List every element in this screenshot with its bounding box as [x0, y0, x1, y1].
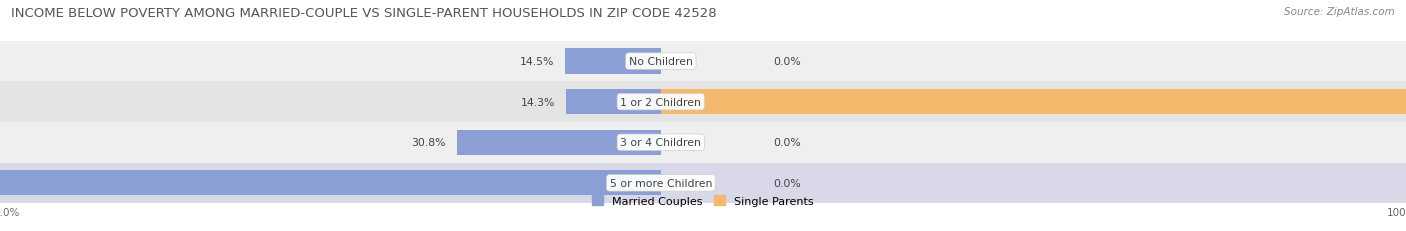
- Bar: [0, 163, 1406, 203]
- Legend: Married Couples, Single Parents: Married Couples, Single Parents: [592, 195, 814, 206]
- Bar: [457, 130, 661, 155]
- Bar: [661, 90, 1406, 115]
- Text: 3 or 4 Children: 3 or 4 Children: [620, 138, 702, 148]
- Text: Source: ZipAtlas.com: Source: ZipAtlas.com: [1284, 7, 1395, 17]
- Text: 5 or more Children: 5 or more Children: [610, 178, 711, 188]
- Bar: [0, 170, 661, 196]
- Bar: [0, 82, 1406, 122]
- Bar: [0, 42, 1406, 82]
- Text: 0.0%: 0.0%: [773, 138, 801, 148]
- Bar: [0, 122, 1406, 163]
- Text: 0.0%: 0.0%: [773, 178, 801, 188]
- Text: 1 or 2 Children: 1 or 2 Children: [620, 97, 702, 107]
- Text: INCOME BELOW POVERTY AMONG MARRIED-COUPLE VS SINGLE-PARENT HOUSEHOLDS IN ZIP COD: INCOME BELOW POVERTY AMONG MARRIED-COUPL…: [11, 7, 717, 20]
- Bar: [567, 90, 661, 115]
- Text: No Children: No Children: [628, 57, 693, 67]
- Text: 14.3%: 14.3%: [520, 97, 555, 107]
- Text: 0.0%: 0.0%: [773, 57, 801, 67]
- Text: 14.5%: 14.5%: [519, 57, 554, 67]
- Bar: [565, 49, 661, 74]
- Text: 30.8%: 30.8%: [412, 138, 446, 148]
